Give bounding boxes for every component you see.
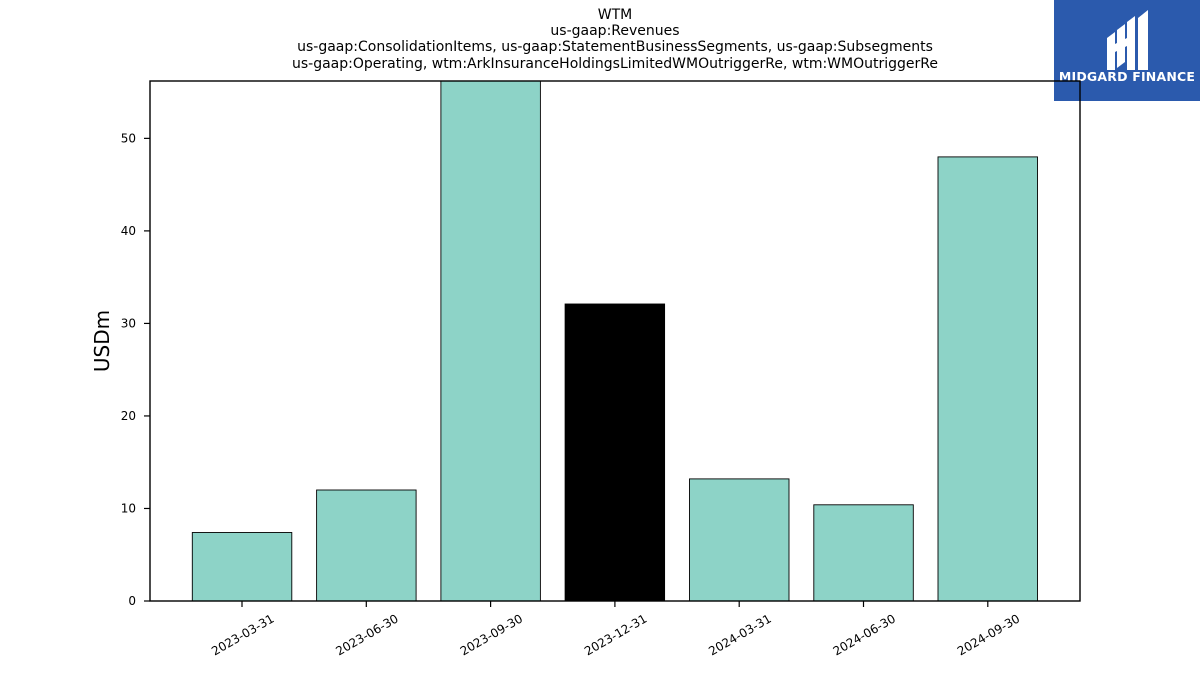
bar-2023-09-30 [440,80,541,602]
y-axis: 0 10 20 30 40 50 [121,131,150,608]
logo-text: MIDGARD FINANCE [1058,69,1196,84]
y-tick-label: 10 [121,501,136,515]
x-tick-label: 2023-09-30 [458,611,525,658]
bar-2024-03-31 [689,478,790,602]
title-line-members: us-gaap:Operating, wtm:ArkInsuranceHoldi… [291,55,938,72]
midgard-logo-icon [1107,10,1148,70]
bars-group [191,80,1038,602]
x-tick-label: 2023-12-31 [582,611,649,658]
title-line-concept: us-gaap:Revenues [550,23,680,40]
x-tick-label: 2023-06-30 [333,611,400,658]
midgard-logo: MIDGARD FINANCE [1054,0,1200,101]
bar-2023-12-31 [564,303,666,602]
y-tick-label: 20 [121,409,136,423]
x-tick-label: 2024-06-30 [831,611,898,658]
x-tick-label: 2023-03-31 [209,611,276,658]
y-tick-label: 40 [121,224,136,238]
y-tick-label: 50 [121,131,136,145]
y-tick-label: 30 [121,316,136,330]
y-axis-label: USDm [90,310,114,372]
bar-2023-03-31 [191,532,293,602]
x-tick-label: 2024-03-31 [706,611,773,658]
chart-title: WTM us-gaap:Revenues us-gaap:Consolidati… [150,7,1080,72]
y-tick-label: 0 [128,594,136,608]
x-tick-label: 2024-09-30 [955,611,1022,658]
bar-2024-06-30 [813,504,914,602]
x-axis: 2023-03-31 2023-06-30 2023-09-30 2023-12-31… [209,601,1022,658]
title-line-ticker: WTM [597,7,633,23]
bar-2024-09-30 [937,156,1038,602]
bar-2023-06-30 [316,489,417,602]
title-line-axes: us-gaap:ConsolidationItems, us-gaap:Stat… [297,39,933,56]
